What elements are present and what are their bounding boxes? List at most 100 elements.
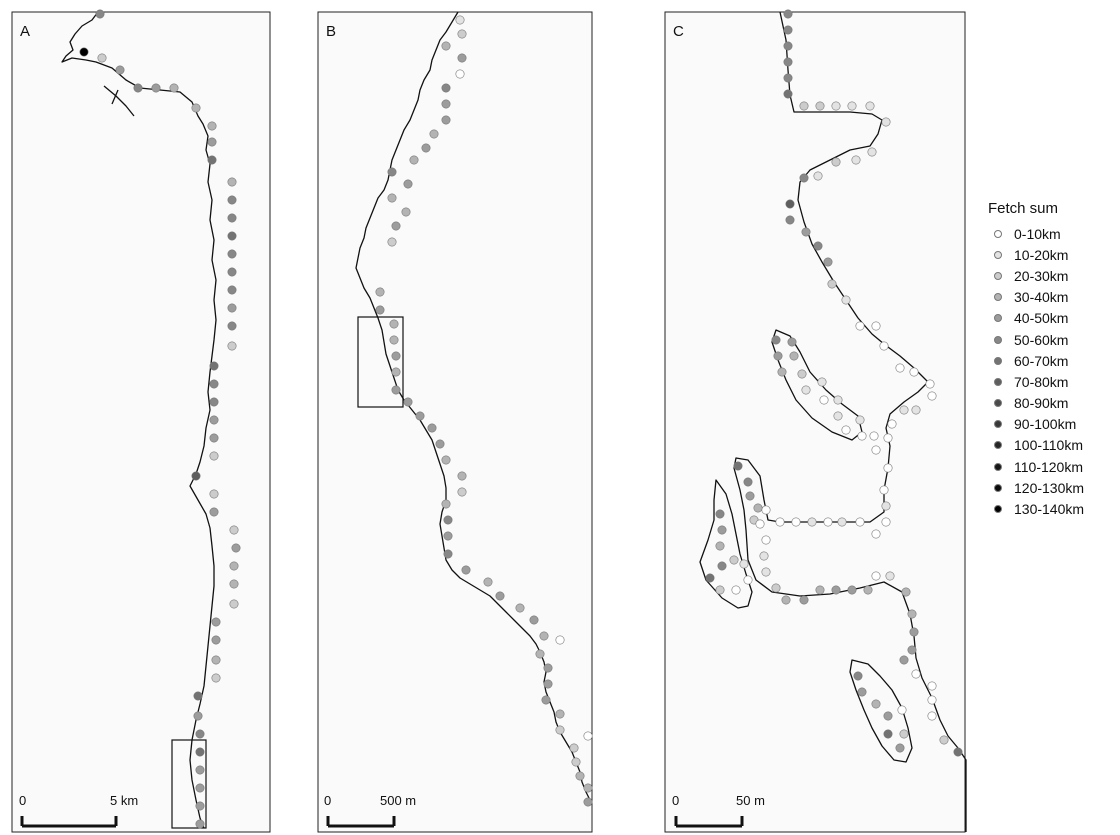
panel-c: C 0 50 m (664, 9, 967, 833)
fetch-point (855, 415, 865, 425)
panel-c-points (705, 9, 963, 757)
fetch-point (901, 587, 911, 597)
fetch-point (555, 635, 565, 645)
legend-item: 70-80km (988, 371, 1084, 392)
fetch-point (455, 69, 465, 79)
legend-item: 40-50km (988, 308, 1084, 329)
fetch-point (457, 471, 467, 481)
fetch-point (209, 433, 219, 443)
fetch-point (209, 415, 219, 425)
fetch-point (543, 679, 553, 689)
legend-swatch (994, 420, 1002, 429)
fetch-point (133, 83, 143, 93)
legend-item: 30-40km (988, 287, 1084, 308)
fetch-point (79, 47, 89, 57)
fetch-point (865, 101, 875, 111)
fetch-point (847, 101, 857, 111)
fetch-point (897, 705, 907, 715)
fetch-point (387, 167, 397, 177)
fetch-point (209, 507, 219, 517)
fetch-point (927, 391, 937, 401)
legend-swatch (994, 229, 1002, 238)
fetch-point (799, 101, 809, 111)
legend-label: 80-90km (1014, 395, 1069, 412)
fetch-point (899, 655, 909, 665)
panel-b-label: B (326, 23, 336, 40)
fetch-point (543, 663, 553, 673)
panel-b-scalebar (326, 816, 396, 828)
fetch-point (193, 711, 203, 721)
fetch-point (195, 765, 205, 775)
fetch-point (211, 617, 221, 627)
fetch-point (833, 395, 843, 405)
legend-items: 0-10km 10-20km 20-30km 30-40km 40-50km 50-60k… (988, 223, 1084, 520)
fetch-point (739, 559, 749, 569)
fetch-point (195, 747, 205, 757)
fetch-point (807, 517, 817, 527)
fetch-point (229, 579, 239, 589)
legend-swatch (994, 271, 1002, 280)
fetch-point (191, 471, 201, 481)
legend-label: 120-130km (1014, 479, 1085, 496)
fetch-point (495, 591, 505, 601)
legend-label: 40-50km (1014, 310, 1069, 327)
fetch-point (823, 517, 833, 527)
fetch-point (833, 411, 843, 421)
fetch-point (389, 335, 399, 345)
fetch-point (883, 433, 893, 443)
fetch-point (191, 103, 201, 113)
fetch-point (907, 609, 917, 619)
legend-label: 10-20km (1014, 246, 1069, 263)
legend-swatch (994, 250, 1002, 259)
panel-a-scale-zero: 0 (19, 793, 26, 808)
legend-swatch (994, 399, 1002, 408)
fetch-point (457, 487, 467, 497)
fetch-point (879, 341, 889, 351)
fetch-point (403, 179, 413, 189)
fetch-point (541, 695, 551, 705)
fetch-point (211, 673, 221, 683)
fetch-point (575, 771, 585, 781)
panel-a-points (79, 9, 241, 829)
fetch-point (211, 655, 221, 665)
fetch-point (209, 397, 219, 407)
fetch-point (209, 361, 219, 371)
legend-label: 30-40km (1014, 289, 1069, 306)
fetch-point (209, 489, 219, 499)
legend-label: 60-70km (1014, 352, 1069, 369)
fetch-point (907, 645, 917, 655)
fetch-point (717, 525, 727, 535)
fetch-point (883, 711, 893, 721)
fetch-point (229, 525, 239, 535)
panel-b-points (375, 15, 593, 807)
fetch-point (817, 377, 827, 387)
fetch-point (229, 561, 239, 571)
fetch-point (391, 367, 401, 377)
fetch-point (535, 649, 545, 659)
fetch-point (401, 207, 411, 217)
fetch-point (871, 445, 881, 455)
fetch-point (555, 709, 565, 719)
fetch-point (441, 499, 451, 509)
fetch-point (773, 351, 783, 361)
fetch-point (847, 585, 857, 595)
legend-label: 90-100km (1014, 416, 1077, 433)
panel-c-label: C (673, 23, 684, 40)
legend-swatch (994, 335, 1002, 344)
fetch-point (801, 385, 811, 395)
fetch-point (831, 585, 841, 595)
legend-swatch (994, 505, 1002, 514)
legend-label: 110-120km (1014, 458, 1084, 475)
fetch-point (211, 635, 221, 645)
legend-label: 0-10km (1014, 225, 1061, 242)
panel-c-scale-end: 50 m (736, 793, 765, 808)
fetch-point (227, 321, 237, 331)
fetch-point (403, 397, 413, 407)
fetch-point (899, 405, 909, 415)
fetch-point (435, 439, 445, 449)
fetch-point (799, 595, 809, 605)
fetch-point (771, 335, 781, 345)
fetch-point (227, 249, 237, 259)
fetch-point (731, 585, 741, 595)
legend: Fetch sum 0-10km 10-20km 20-30km 30-40km 40-… (988, 200, 1084, 520)
